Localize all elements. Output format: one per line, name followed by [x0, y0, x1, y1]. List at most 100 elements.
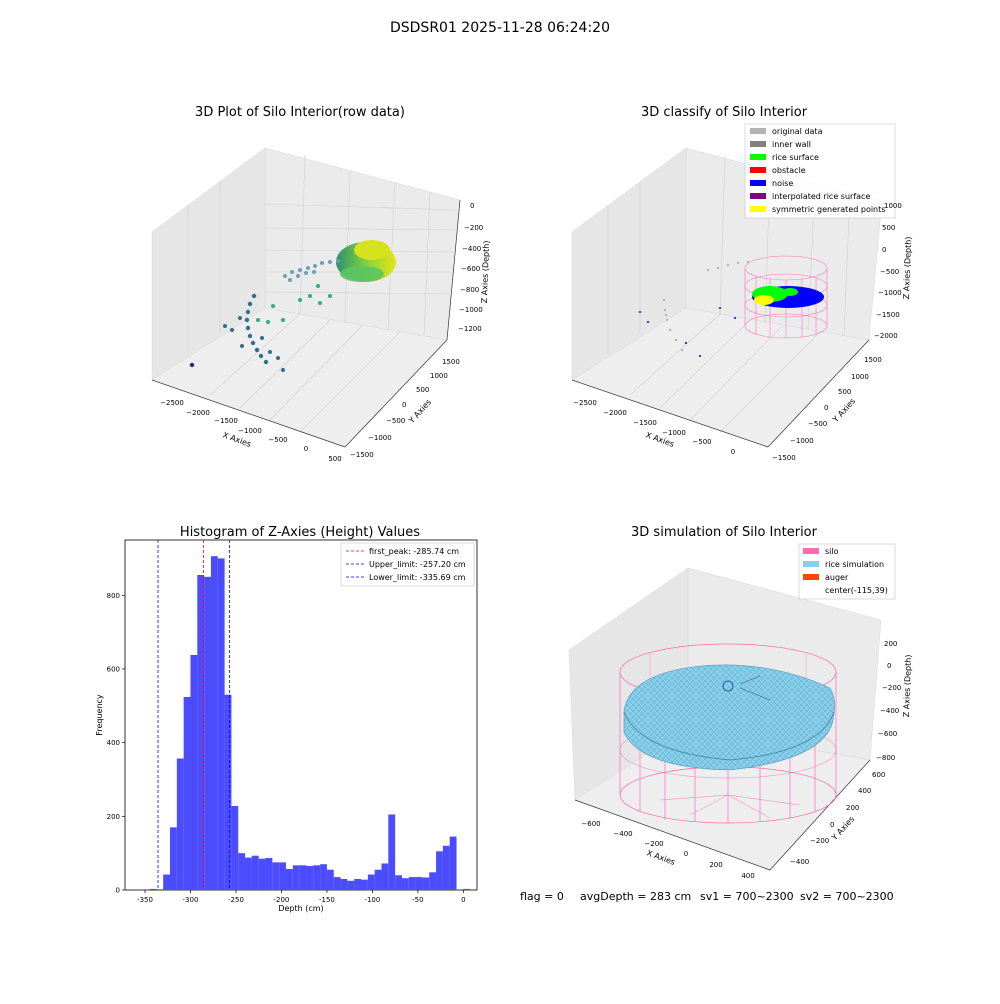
svg-text:−600: −600 [581, 820, 600, 828]
histogram-bar [381, 863, 389, 890]
svg-text:−1000: −1000 [662, 429, 686, 437]
legend-label-interpolated-rice-surface: interpolated rice surface [772, 192, 870, 201]
simulation-x-ticks: −600 −400 −200 0 200 400 [581, 820, 754, 880]
histogram-bar [463, 888, 471, 890]
raw-y-ticks: −1500 −1000 −500 0 500 1000 1500 [350, 358, 460, 459]
histogram-y-tick-label: 800 [107, 592, 120, 600]
svg-text:−2000: −2000 [603, 409, 627, 417]
histogram-bar [320, 864, 327, 890]
svg-text:−600: −600 [461, 265, 480, 273]
svg-text:−2500: −2500 [160, 399, 184, 407]
histogram-bar [258, 858, 266, 890]
svg-text:−600: −600 [878, 730, 897, 738]
svg-text:−200: −200 [810, 837, 829, 845]
histogram-y-label: Frequency [95, 694, 104, 736]
svg-text:−1200: −1200 [458, 325, 482, 333]
histogram-x-tick-label: -350 [137, 896, 153, 904]
legend-label-rice-surface: rice surface [772, 153, 819, 162]
legend-swatch-original-data [750, 128, 766, 134]
histogram-bar [217, 558, 225, 890]
svg-text:200: 200 [709, 861, 722, 869]
svg-text:0: 0 [882, 246, 886, 254]
panel-simulation-3d: 3D simulation of Silo Interior [568, 525, 913, 880]
footer-sv1: sv1 = 700~2300 [700, 890, 794, 903]
histogram-legend: first_peak: -285.74 cm Upper_limit: -257… [340, 542, 475, 587]
svg-text:−800: −800 [460, 286, 479, 294]
svg-text:1500: 1500 [864, 356, 882, 364]
histogram-bar [354, 878, 362, 890]
panel-classify-3d: 3D classify of Silo Interior [571, 105, 913, 462]
histogram-x-tick-label: -100 [364, 896, 380, 904]
svg-text:−2000: −2000 [186, 409, 210, 417]
histogram-bar [210, 556, 218, 890]
classify-points [639, 255, 828, 357]
svg-text:400: 400 [741, 872, 754, 880]
svg-text:−500: −500 [386, 417, 405, 425]
histogram-bar [374, 869, 382, 890]
raw-x-ticks: −2500 −2000 −1500 −1000 −500 0 500 [160, 399, 342, 463]
legend-swatch-obstacle [750, 167, 766, 173]
svg-text:600: 600 [872, 771, 885, 779]
classify-y-ticks: −1500 −1000 −500 0 500 1000 1500 [772, 356, 882, 462]
svg-text:−1000: −1000 [878, 289, 902, 297]
histogram-bar [272, 862, 280, 890]
legend-swatch-silo [803, 548, 819, 554]
histogram-bar [245, 857, 252, 890]
svg-text:400: 400 [858, 787, 871, 795]
histogram-x-tick-label: -50 [412, 896, 423, 904]
svg-text:−200: −200 [644, 840, 663, 848]
svg-text:−1500: −1500 [772, 454, 796, 462]
histogram-bar [361, 879, 368, 890]
histogram-bar [367, 874, 375, 890]
svg-text:1000: 1000 [884, 202, 902, 210]
raw-z-label: Z Axies (Depth) [480, 240, 491, 303]
histogram-x-tick-label: -150 [319, 896, 335, 904]
svg-text:−1000: −1000 [790, 437, 814, 445]
histogram-bar [279, 862, 286, 890]
svg-text:−400: −400 [880, 707, 899, 715]
legend-label-original-data: original data [772, 127, 823, 136]
histogram-x-tick-label: -300 [183, 896, 199, 904]
svg-text:−1000: −1000 [459, 306, 483, 314]
histogram-x-tick-label: -250 [228, 896, 244, 904]
raw-z-ticks: 0 −200 −400 −600 −800 −1000 −1200 [458, 202, 483, 333]
histogram-bar [265, 857, 273, 890]
simulation-x-label: X Axies [645, 848, 676, 867]
histogram-bar [313, 865, 321, 890]
legend-label-symmetric-generated-points: symmetric generated points [772, 205, 885, 214]
simulation-legend: silo rice simulation auger center(-115,3… [798, 543, 896, 600]
svg-text:−500: −500 [880, 268, 899, 276]
histogram-bar [340, 878, 348, 890]
simulation-rice-surface [623, 664, 835, 771]
footer-flag: flag = 0 [520, 890, 564, 903]
histogram-bar [183, 696, 191, 890]
svg-text:0: 0 [304, 445, 308, 453]
histogram-x-ticks: -350 -300 -250 -200 -150 -100 -50 0 [137, 890, 466, 904]
histogram-bar [299, 865, 307, 890]
histogram-bar [190, 654, 198, 890]
svg-text:−400: −400 [613, 830, 632, 838]
legend-swatch-auger [803, 574, 819, 580]
classify-x-ticks: −2500 −2000 −1500 −1000 −500 0 [573, 399, 735, 456]
svg-text:−1000: −1000 [238, 427, 262, 435]
legend-label-center: center(-115,39) [825, 586, 888, 595]
legend-label-silo: silo [825, 547, 839, 556]
svg-text:0: 0 [824, 404, 828, 412]
histogram-bar [429, 872, 437, 890]
svg-text:500: 500 [882, 224, 895, 232]
legend-swatch-noise [750, 180, 766, 186]
simulation-z-ticks: 200 0 −200 −400 −600 −800 [876, 640, 901, 762]
histogram-y-tick-label: 0 [116, 887, 120, 895]
axes-box-raw [151, 147, 461, 448]
footer-avg-depth: avgDepth = 283 cm [580, 890, 691, 903]
raw-points [189, 240, 396, 372]
legend-label-rice-simulation: rice simulation [825, 560, 884, 569]
legend-swatch-rice-simulation [803, 561, 819, 567]
histogram-bar [422, 877, 430, 890]
legend-label-auger: auger [825, 573, 849, 582]
svg-text:500: 500 [416, 386, 429, 394]
histogram-y-tick-label: 200 [107, 813, 120, 821]
legend-label-noise: noise [772, 179, 793, 188]
histogram-bar [388, 814, 396, 890]
